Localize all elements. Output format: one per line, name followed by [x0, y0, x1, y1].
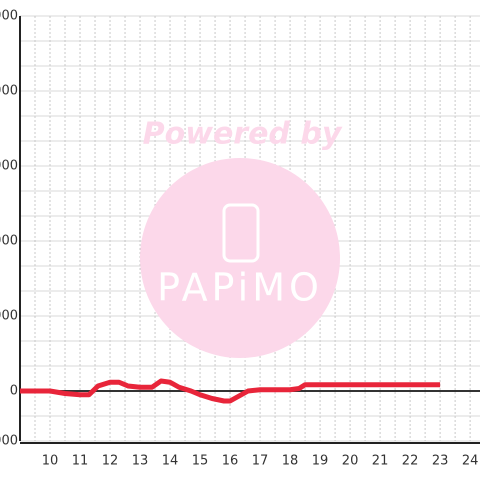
x-tick-label: 23: [432, 454, 449, 469]
x-tick-label: 13: [132, 454, 149, 469]
watermark-circle: [140, 158, 340, 358]
y-tick-label: 150,000: [0, 9, 18, 24]
y-tick-label: -20,000: [0, 434, 18, 449]
y-tick-label: 90,000: [0, 159, 18, 174]
watermark-icon: [222, 203, 260, 263]
watermark: Powered by PAPiMO: [140, 117, 343, 358]
watermark-text: PAPiMO: [157, 266, 323, 310]
x-tick-label: 20: [342, 454, 359, 469]
x-tick-label: 12: [102, 454, 119, 469]
x-tick-label: 17: [252, 454, 269, 469]
x-tick-label: 21: [372, 454, 389, 469]
y-tick-label: 0: [10, 384, 18, 399]
y-tick-label: 30,000: [0, 309, 18, 324]
x-tick-label: 19: [312, 454, 329, 469]
x-tick-label: 22: [402, 454, 419, 469]
watermark-text: Powered by: [143, 117, 343, 152]
x-tick-label: 11: [72, 454, 89, 469]
y-tick-label: 60,000: [0, 234, 18, 249]
x-tick-label: 14: [162, 454, 179, 469]
y-tick-label: 120,000: [0, 84, 18, 99]
x-tick-label: 15: [192, 454, 209, 469]
x-tick-label: 18: [282, 454, 299, 469]
x-tick-label: 10: [42, 454, 59, 469]
x-tick-label: 16: [222, 454, 239, 469]
x-tick-label: 24: [462, 454, 479, 469]
plot: -20,000 0 30,000 60,000 90,000 120,000 150,000…: [0, 9, 480, 469]
line-series: [20, 378, 441, 404]
